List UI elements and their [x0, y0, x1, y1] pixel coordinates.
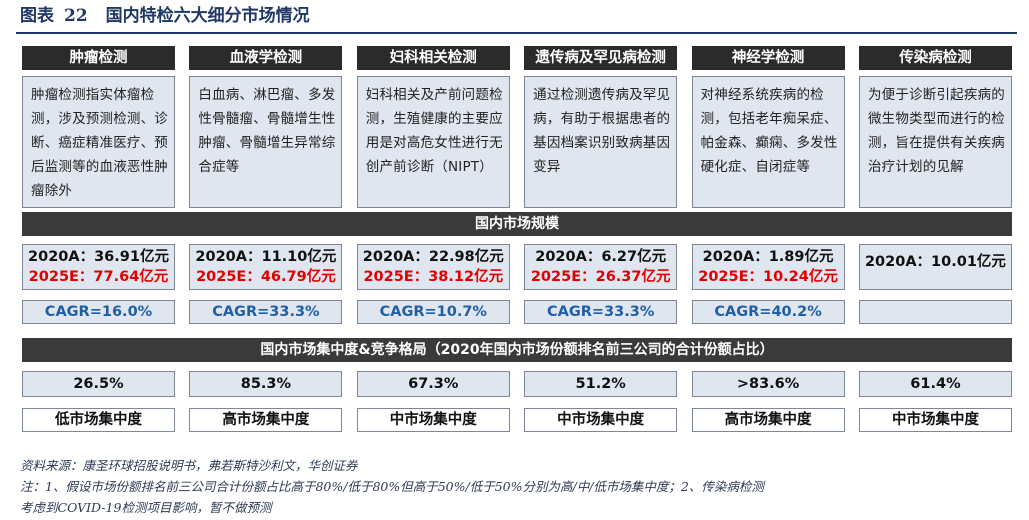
market-scale-cell: 2020A：22.98亿元 2025E：38.12亿元 [356, 244, 510, 290]
size-2025: 2025E：26.37亿元 [530, 269, 671, 285]
concentration-cell: 51.2% [524, 371, 678, 397]
market-scale-band: 国内市场规模 [22, 212, 1012, 236]
concentration-level-cell: 中市场集中度 [356, 408, 510, 432]
cagr-cell: CAGR=16.0% [22, 300, 175, 324]
category-columns: 肿瘤检测 肿瘤检测指实体瘤检测，涉及预测检测、诊断、癌症精准医疗、预后监测等的血… [22, 46, 1012, 208]
category-header: 肿瘤检测 [22, 46, 175, 70]
category-header: 妇科相关检测 [356, 46, 510, 70]
concentration-level-cell: 低市场集中度 [22, 408, 175, 432]
size-2020: 2020A：22.98亿元 [362, 249, 504, 265]
cagr-cell: CAGR=33.3% [189, 300, 343, 324]
size-2020: 2020A：1.89亿元 [702, 249, 834, 265]
column-tumor: 肿瘤检测 肿瘤检测指实体瘤检测，涉及预测检测、诊断、癌症精准医疗、预后监测等的血… [22, 46, 175, 208]
size-2020: 2020A：6.27亿元 [535, 249, 667, 265]
category-description: 肿瘤检测指实体瘤检测，涉及预测检测、诊断、癌症精准医疗、预后监测等的血液恶性肿瘤… [22, 76, 175, 208]
size-2025: 2025E：38.12亿元 [363, 269, 504, 285]
column-hematology: 血液学检测 白血病、淋巴瘤、多发性骨髓瘤、骨髓增生性肿瘤、骨髓增生异常综合症等 [189, 46, 343, 208]
size-2020: 2020A：11.10亿元 [195, 249, 337, 265]
category-header: 神经学检测 [691, 46, 845, 70]
concentration-level-row: 低市场集中度 高市场集中度 中市场集中度 中市场集中度 高市场集中度 中市场集中… [22, 408, 1012, 432]
category-description: 妇科相关及产前问题检测，生殖健康的主要应用是对高危女性进行无创产前诊断（NIPT… [356, 76, 510, 208]
size-2025: 2025E：10.24亿元 [698, 269, 838, 285]
figure-number: 22 [64, 6, 88, 26]
market-scale-row: 2020A：36.91亿元 2025E：77.64亿元 2020A：11.10亿元… [22, 244, 1012, 290]
column-neurology: 神经学检测 对神经系统疾病的检测，包括老年痴呆症、帕金森、癫痫、多发性硬化症、自… [691, 46, 845, 208]
figure-label: 图表 [20, 6, 54, 26]
market-scale-cell: 2020A：11.10亿元 2025E：46.79亿元 [189, 244, 343, 290]
cagr-cell [858, 300, 1012, 324]
concentration-level-cell: 高市场集中度 [691, 408, 845, 432]
market-scale-cell: 2020A：6.27亿元 2025E：26.37亿元 [524, 244, 678, 290]
assumption-note-line1: 注：1、假设市场份额排名前三公司合计份额占比高于80%/低于80%但高于50%/… [20, 479, 764, 494]
market-scale-cell: 2020A：10.01亿元 [858, 244, 1012, 290]
cagr-cell: CAGR=33.3% [524, 300, 678, 324]
category-header: 遗传病及罕见病检测 [524, 46, 678, 70]
size-2020: 2020A：10.01亿元 [864, 254, 1006, 270]
cagr-cell: CAGR=40.2% [691, 300, 845, 324]
size-2025: 2025E：77.64亿元 [28, 269, 169, 285]
concentration-cell: 26.5% [22, 371, 175, 397]
column-genetic: 遗传病及罕见病检测 通过检测遗传病及罕见病，有助于根据患者的基因档案识别致病基因… [524, 46, 678, 208]
size-2025: 2025E：46.79亿元 [196, 269, 336, 285]
footnotes: 资料来源：康圣环球招股说明书，弗若斯特沙利文，华创证券 注：1、假设市场份额排名… [20, 455, 1020, 518]
market-scale-cell: 2020A：1.89亿元 2025E：10.24亿元 [691, 244, 845, 290]
figure-title: 图表 22 国内特检六大细分市场情况 [20, 4, 310, 28]
source-note: 资料来源：康圣环球招股说明书，弗若斯特沙利文，华创证券 [20, 458, 358, 473]
concentration-cell: 85.3% [189, 371, 343, 397]
market-scale-cell: 2020A：36.91亿元 2025E：77.64亿元 [22, 244, 175, 290]
category-description: 通过检测遗传病及罕见病，有助于根据患者的基因档案识别致病基因变异 [524, 76, 678, 208]
concentration-level-cell: 高市场集中度 [189, 408, 343, 432]
size-2020: 2020A：36.91亿元 [28, 249, 169, 265]
concentration-band: 国内市场集中度&竞争格局（2020年国内市场份额排名前三公司的合计份额占比） [22, 338, 1012, 362]
concentration-level-cell: 中市场集中度 [524, 408, 678, 432]
title-divider [16, 32, 1017, 34]
cagr-cell: CAGR=10.7% [356, 300, 510, 324]
cagr-row: CAGR=16.0% CAGR=33.3% CAGR=10.7% CAGR=33… [22, 300, 1012, 324]
category-description: 白血病、淋巴瘤、多发性骨髓瘤、骨髓增生性肿瘤、骨髓增生异常综合症等 [189, 76, 343, 208]
concentration-row: 26.5% 85.3% 67.3% 51.2% >83.6% 61.4% [22, 371, 1012, 397]
concentration-cell: 61.4% [858, 371, 1012, 397]
concentration-cell: 67.3% [356, 371, 510, 397]
column-gynecology: 妇科相关检测 妇科相关及产前问题检测，生殖健康的主要应用是对高危女性进行无创产前… [356, 46, 510, 208]
category-header: 传染病检测 [858, 46, 1012, 70]
category-header: 血液学检测 [189, 46, 343, 70]
assumption-note-line2: 考虑到COVID-19检测项目影响，暂不做预测 [20, 500, 272, 515]
column-infectious: 传染病检测 为便于诊断引起疾病的微生物类型而进行的检测，旨在提供有关疾病治疗计划… [858, 46, 1012, 208]
figure-title-text: 国内特检六大细分市场情况 [105, 6, 310, 26]
concentration-level-cell: 中市场集中度 [858, 408, 1012, 432]
concentration-cell: >83.6% [691, 371, 845, 397]
category-description: 为便于诊断引起疾病的微生物类型而进行的检测，旨在提供有关疾病治疗计划的见解 [858, 76, 1012, 208]
category-description: 对神经系统疾病的检测，包括老年痴呆症、帕金森、癫痫、多发性硬化症、自闭症等 [691, 76, 845, 208]
